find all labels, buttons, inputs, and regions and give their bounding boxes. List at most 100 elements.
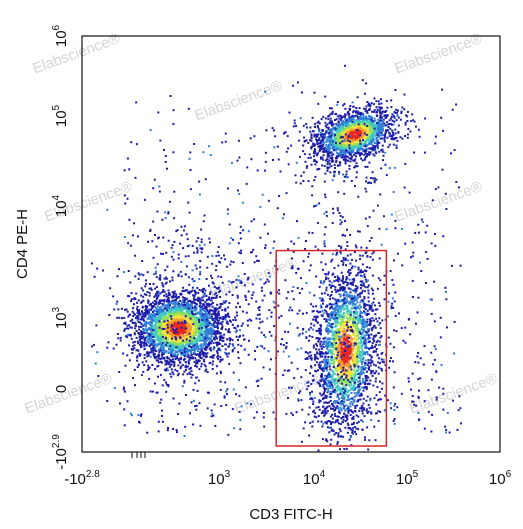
event-dot xyxy=(317,363,320,366)
event-dot xyxy=(355,299,358,301)
event-dot xyxy=(209,331,212,333)
event-dot xyxy=(169,336,172,339)
event-dot xyxy=(216,332,219,335)
event-dot xyxy=(181,324,184,326)
event-dot xyxy=(310,354,313,357)
event-dot xyxy=(158,308,161,311)
event-dot xyxy=(332,407,335,410)
event-dot xyxy=(183,341,186,344)
event-dot xyxy=(202,355,205,358)
event-dot xyxy=(361,315,364,318)
event-dot xyxy=(173,344,176,347)
event-dot xyxy=(192,327,195,330)
event-dot xyxy=(377,120,380,123)
event-dot xyxy=(204,301,207,303)
event-dot xyxy=(384,394,387,397)
event-dot xyxy=(337,317,340,320)
event-dot xyxy=(159,276,162,279)
event-dot xyxy=(317,340,320,343)
event-dot xyxy=(143,357,146,360)
event-dot xyxy=(373,297,376,300)
event-dot xyxy=(177,324,180,326)
event-dot xyxy=(344,257,347,260)
event-dot xyxy=(184,339,187,342)
event-dot xyxy=(343,362,346,365)
event-dot xyxy=(355,369,358,372)
event-dot xyxy=(337,395,340,398)
event-dot xyxy=(210,349,213,352)
event-dot xyxy=(315,343,318,345)
event-dot xyxy=(374,372,377,375)
event-dot xyxy=(349,402,352,405)
event-dot xyxy=(340,409,343,412)
event-dot xyxy=(358,380,361,383)
watermark-text: Elabscience® xyxy=(392,30,484,77)
event-dot xyxy=(342,350,345,353)
event-dot xyxy=(333,317,336,320)
event-dot xyxy=(185,305,188,308)
event-dot xyxy=(349,414,352,416)
event-dot xyxy=(182,316,185,319)
event-dot xyxy=(335,337,337,340)
event-dot xyxy=(331,382,334,385)
event-dot xyxy=(163,324,166,327)
event-dot xyxy=(177,304,179,307)
event-dot xyxy=(355,347,358,350)
event-dot xyxy=(353,115,356,118)
event-dot xyxy=(174,295,177,298)
event-dot xyxy=(188,371,191,374)
event-dot xyxy=(235,311,238,314)
event-dot xyxy=(338,313,341,316)
event-dot xyxy=(362,324,364,326)
event-dot xyxy=(145,360,148,363)
event-dot xyxy=(186,318,189,321)
event-dot xyxy=(339,310,342,313)
event-dot xyxy=(173,365,176,368)
event-dot xyxy=(327,341,330,343)
event-dot xyxy=(179,299,182,302)
event-dot xyxy=(348,334,351,337)
event-dot xyxy=(341,360,344,363)
event-dot xyxy=(354,303,357,306)
event-dot xyxy=(187,331,190,334)
event-dot xyxy=(348,301,351,304)
event-dot xyxy=(233,347,236,350)
event-dot xyxy=(363,276,366,278)
event-dot xyxy=(319,330,322,333)
event-dot xyxy=(223,333,226,336)
event-dot xyxy=(379,322,382,325)
event-dot xyxy=(331,403,334,406)
event-dot xyxy=(212,297,215,299)
event-dot xyxy=(322,405,324,408)
event-dot xyxy=(183,358,185,361)
event-dot xyxy=(203,307,206,310)
event-dot xyxy=(137,349,140,352)
event-dot xyxy=(159,324,162,327)
event-dot xyxy=(363,150,366,153)
event-dot xyxy=(170,332,173,335)
event-dot xyxy=(197,347,200,350)
event-dot xyxy=(336,359,338,362)
event-dot xyxy=(328,362,331,365)
event-dot xyxy=(151,333,154,336)
event-dot xyxy=(165,325,168,328)
event-dot xyxy=(365,324,368,327)
event-dot xyxy=(369,105,372,108)
event-dot xyxy=(175,343,178,346)
event-dot xyxy=(344,259,347,261)
event-dot xyxy=(326,426,329,429)
event-dot xyxy=(353,353,356,356)
event-dot xyxy=(183,355,186,358)
event-dot xyxy=(183,337,186,340)
event-dot xyxy=(406,115,409,118)
event-dot xyxy=(124,308,126,311)
event-dot xyxy=(356,126,359,129)
event-dot xyxy=(153,295,156,298)
event-dot xyxy=(200,299,203,302)
event-dot xyxy=(342,277,345,280)
event-dot xyxy=(332,364,335,367)
event-dot xyxy=(359,381,362,384)
event-dot xyxy=(208,304,211,306)
event-dot xyxy=(205,336,208,339)
event-dot xyxy=(366,353,369,356)
